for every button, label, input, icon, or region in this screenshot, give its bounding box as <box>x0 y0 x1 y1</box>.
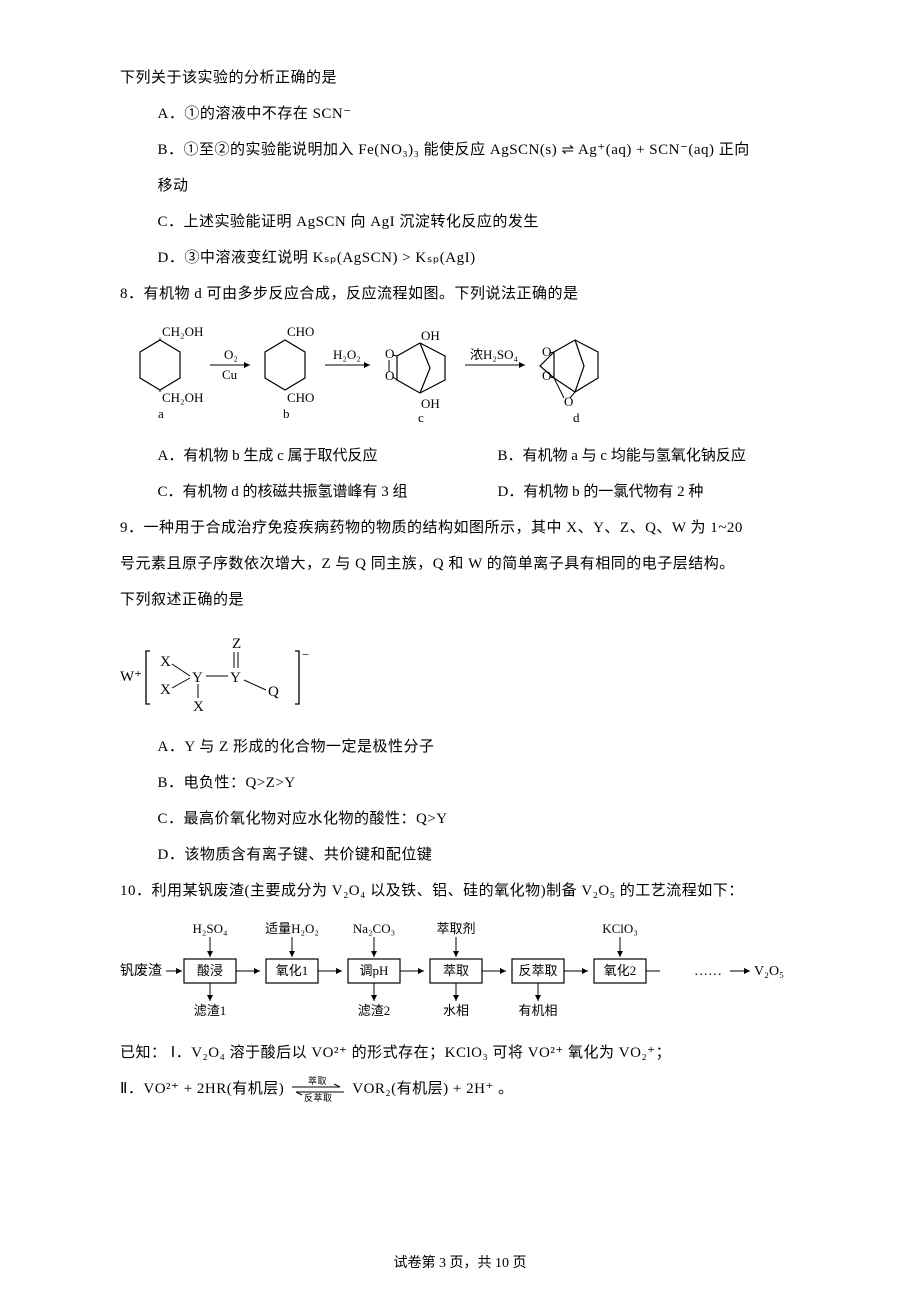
q10-stem: 10．利用某钒废渣(主要成分为 V₂O₄ 以及铁、铝、硅的氧化物)制备 V₂O₅… <box>120 873 800 909</box>
q10-known2-pre: Ⅱ．VO²⁺ + 2HR(有机层) <box>120 1071 284 1107</box>
flow-input-top: H₂SO₄ <box>192 921 228 936</box>
arrow3: 浓H₂SO₄ <box>470 347 519 362</box>
c-oh-bot: OH <box>421 396 440 411</box>
flow-input-top: 适量H₂O₂ <box>265 921 319 936</box>
q9-option-c: C．最高价氧化物对应水化物的酸性：Q>Y <box>120 801 800 837</box>
q8-option-d: D．有机物 b 的一氯代物有 2 种 <box>460 474 800 510</box>
q10-flowchart: 钒废渣 H₂SO₄ 酸浸滤渣1 适量H₂O₂ 氧化1 Na₂CO₃ 调pH 滤渣2 萃取剂萃取… <box>120 917 800 1027</box>
arrow2: H₂O₂ <box>333 347 361 362</box>
flow-box-label: 酸浸 <box>197 963 223 978</box>
q7-intro: 下列关于该实验的分析正确的是 <box>120 60 800 96</box>
flow-output-bottom: 水相 <box>443 1003 469 1018</box>
q9-Q: Q <box>268 684 279 700</box>
c-o1: O <box>385 346 394 361</box>
q8-diagram: CH₂OH CH₂OH a O₂ Cu CHO CHO <box>120 320 800 430</box>
flow-start: 钒废渣 <box>120 963 162 979</box>
a-top-group: CH₂OH <box>162 324 203 339</box>
q7-option-a: A．①的溶液中不存在 SCN⁻ <box>120 96 800 132</box>
q9-stem-1: 9．一种用于合成治疗免疫疾病药物的物质的结构如图所示，其中 X、Y、Z、Q、W … <box>120 510 800 546</box>
q8-option-c: C．有机物 d 的核磁共振氢谱峰有 3 组 <box>120 474 460 510</box>
b-bot-group: CHO <box>287 390 314 405</box>
flow-input-top: KClO₃ <box>602 921 638 936</box>
flow-box-label: 萃取 <box>443 963 469 978</box>
q9-Z: Z <box>232 636 241 652</box>
a-bot-group: CH₂OH <box>162 390 203 405</box>
q9-diagram: W⁺ − X X Y X Y Z Q <box>120 626 800 721</box>
q9-W: W⁺ <box>120 669 142 685</box>
q9-X1: X <box>160 654 171 670</box>
flow-dots: …… <box>694 964 722 979</box>
label-a: a <box>158 406 164 421</box>
q9-stem-2: 号元素且原子序数依次增大，Z 与 Q 同主族，Q 和 W 的简单离子具有相同的电… <box>120 546 800 582</box>
b-top-group: CHO <box>287 324 314 339</box>
d-o2: O <box>542 368 551 383</box>
q9-option-b: B．电负性：Q>Z>Y <box>120 765 800 801</box>
page: 下列关于该实验的分析正确的是 A．①的溶液中不存在 SCN⁻ B．①至②的实验能… <box>0 0 920 1302</box>
flow-input-top: Na₂CO₃ <box>353 921 395 936</box>
q10-known2-post: VOR₂(有机层) + 2H⁺ 。 <box>352 1071 513 1107</box>
q7-option-c: C．上述实验能证明 AgSCN 向 AgI 沉淀转化反应的发生 <box>120 204 800 240</box>
q9-option-d: D．该物质含有离子键、共价键和配位键 <box>120 837 800 873</box>
q10-known1-text: Ⅰ．V₂O₄ 溶于酸后以 VO²⁺ 的形式存在；KClO₃ 可将 VO²⁺ 氧化… <box>171 1045 671 1061</box>
q9-X3: X <box>193 699 204 715</box>
q10-known2-arrow: 萃取 反萃取 <box>288 1076 348 1102</box>
q10-known-label: 已知： <box>120 1045 167 1061</box>
arrow1-top: O₂ <box>224 347 238 362</box>
q8-row1: A．有机物 b 生成 c 属于取代反应 B．有机物 a 与 c 均能与氢氧化钠反… <box>120 438 800 474</box>
q8-stem: 8．有机物 d 可由多步反应合成，反应流程如图。下列说法正确的是 <box>120 276 800 312</box>
flow-output-bottom: 有机相 <box>518 1003 557 1018</box>
flow-box-label: 反萃取 <box>518 963 557 978</box>
q10-known1: 已知： Ⅰ．V₂O₄ 溶于酸后以 VO²⁺ 的形式存在；KClO₃ 可将 VO²… <box>120 1035 800 1071</box>
arrow1-bot: Cu <box>222 367 238 382</box>
q8-row2: C．有机物 d 的核磁共振氢谱峰有 3 组 D．有机物 b 的一氯代物有 2 种 <box>120 474 800 510</box>
q9-minus: − <box>302 647 309 662</box>
flow-output-bottom: 滤渣1 <box>194 1003 227 1018</box>
label-d: d <box>573 410 580 425</box>
q9-Y2: Y <box>230 670 241 686</box>
q8-option-a: A．有机物 b 生成 c 属于取代反应 <box>120 438 460 474</box>
q9-Y1: Y <box>192 670 203 686</box>
flow-input-top: 萃取剂 <box>436 921 475 936</box>
q9-option-a: A．Y 与 Z 形成的化合物一定是极性分子 <box>120 729 800 765</box>
q7-option-d: D．③中溶液变红说明 Kₛₚ(AgSCN) > Kₛₚ(AgI) <box>120 240 800 276</box>
k2-top: 萃取 <box>308 1076 327 1086</box>
q7-option-b-line1: B．①至②的实验能说明加入 Fe(NO₃)₃ 能使反应 AgSCN(s) ⇌ A… <box>120 132 800 168</box>
q10-known2: Ⅱ．VO²⁺ + 2HR(有机层) 萃取 反萃取 VOR₂(有机层) + 2H⁺… <box>120 1071 800 1107</box>
q7-option-b-line2: 移动 <box>120 168 800 204</box>
q9-stem-3: 下列叙述正确的是 <box>120 582 800 618</box>
label-b: b <box>283 406 290 421</box>
flow-box-label: 氧化2 <box>604 963 637 978</box>
c-oh-top: OH <box>421 328 440 343</box>
flow-box-label: 氧化1 <box>276 963 309 978</box>
q9-X2: X <box>160 682 171 698</box>
flow-end: V₂O₅ <box>754 964 784 979</box>
label-c: c <box>418 410 424 425</box>
page-footer: 试卷第 3 页，共 10 页 <box>0 1252 920 1272</box>
c-o2: O <box>385 368 394 383</box>
flow-output-bottom: 滤渣2 <box>358 1003 391 1018</box>
q8-option-b: B．有机物 a 与 c 均能与氢氧化钠反应 <box>460 438 800 474</box>
k2-bot: 反萃取 <box>304 1093 333 1102</box>
flow-box-label: 调pH <box>360 963 389 978</box>
